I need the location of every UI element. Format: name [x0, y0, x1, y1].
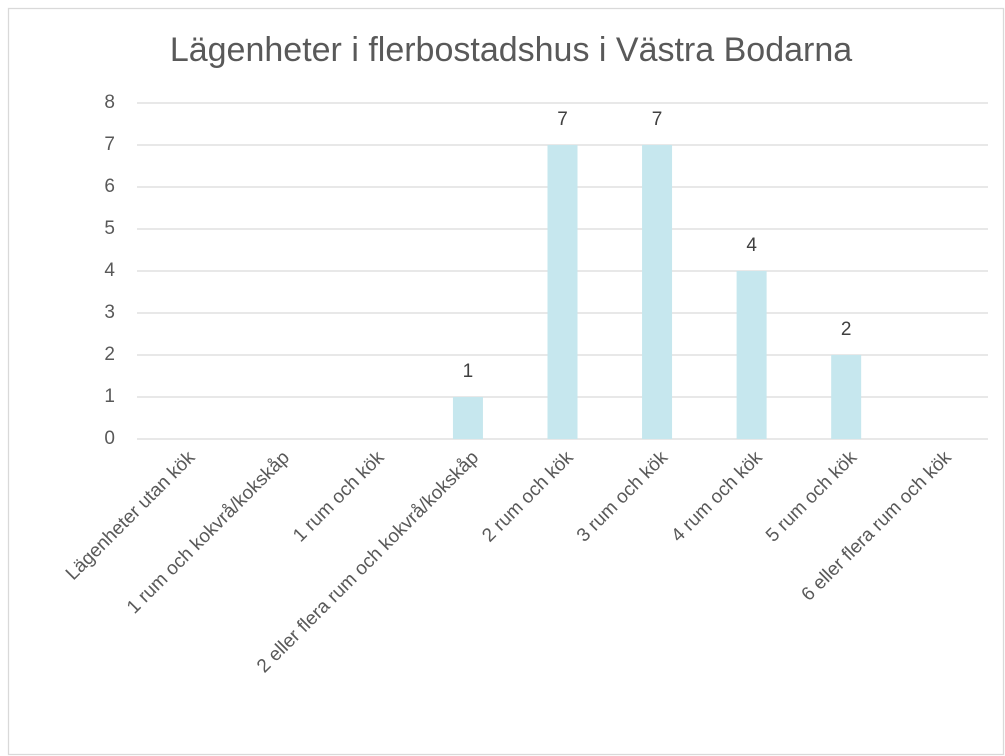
- bar: [736, 271, 767, 439]
- bar: [452, 397, 483, 439]
- bar: [831, 355, 862, 439]
- data-label: 4: [746, 235, 757, 256]
- bar: [547, 145, 578, 439]
- y-tick-label: 6: [104, 176, 115, 197]
- y-tick-label: 7: [104, 134, 115, 155]
- bar: [642, 145, 673, 439]
- y-tick-label: 2: [104, 344, 115, 365]
- data-label: 7: [557, 109, 568, 130]
- y-tick-label: 5: [104, 218, 115, 239]
- data-label: 1: [463, 361, 474, 382]
- data-label: 2: [841, 319, 852, 340]
- chart-title: Lägenheter i flerbostadshus i Västra Bod…: [170, 31, 852, 69]
- y-tick-label: 8: [104, 92, 115, 113]
- y-tick-label: 0: [104, 428, 115, 449]
- y-tick-label: 1: [104, 386, 115, 407]
- data-label: 7: [652, 109, 663, 130]
- y-tick-label: 4: [104, 260, 115, 281]
- y-tick-label: 3: [104, 302, 115, 323]
